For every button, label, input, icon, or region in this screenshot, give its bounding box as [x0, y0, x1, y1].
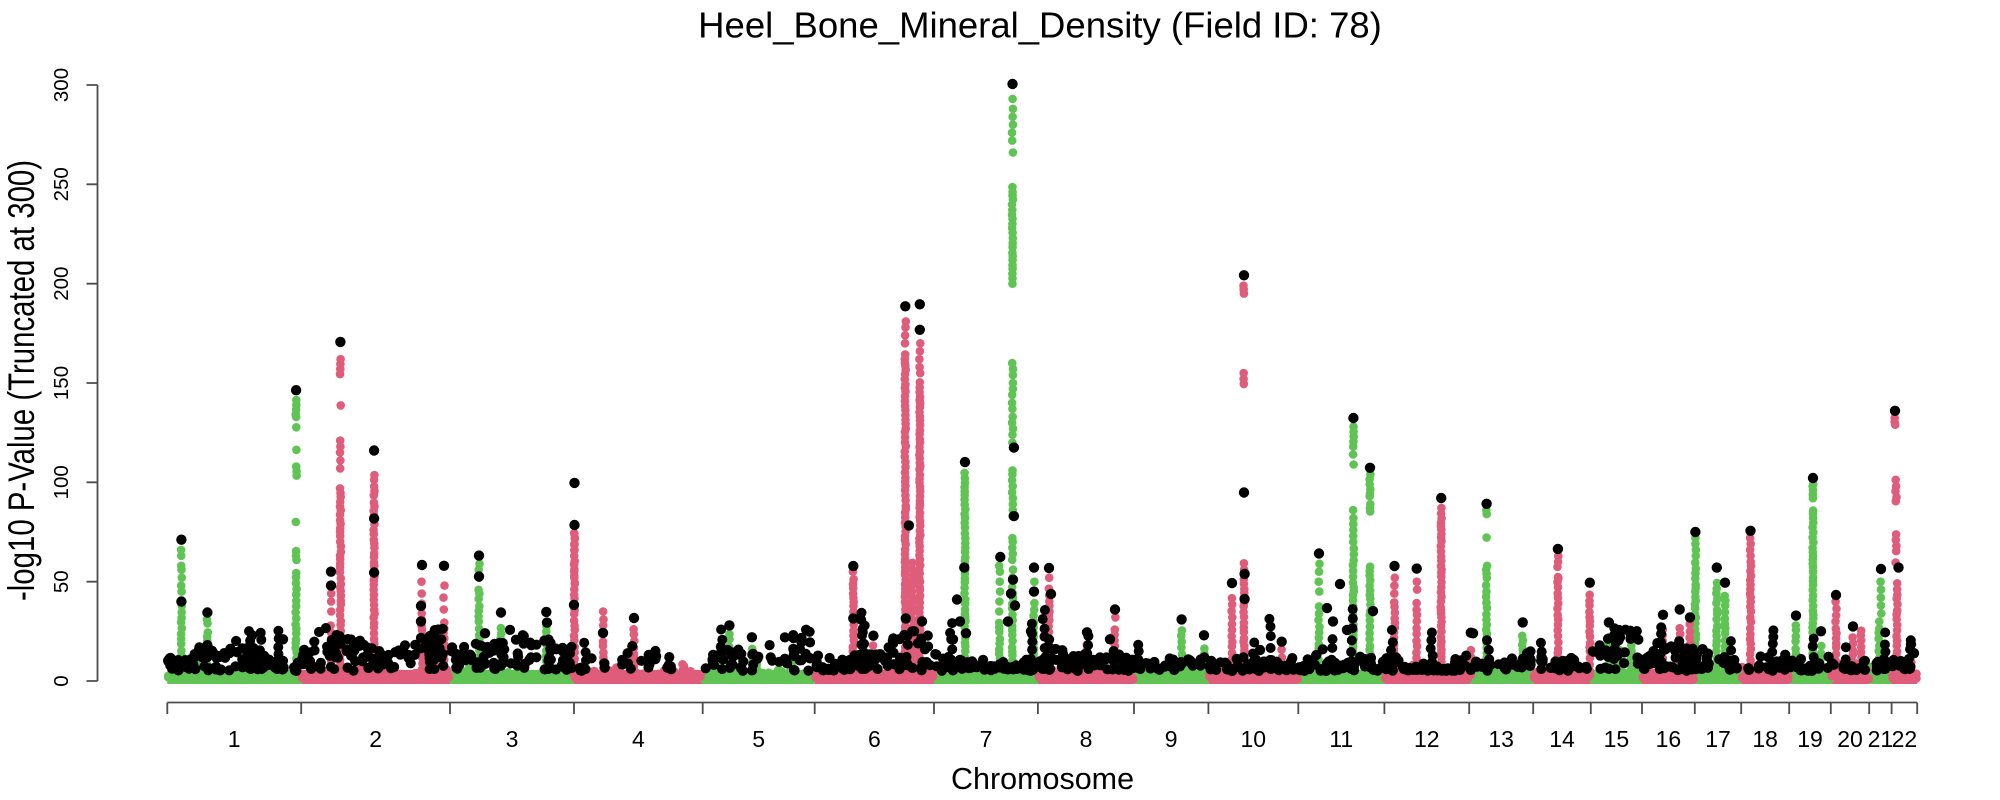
svg-text:20: 20: [1837, 726, 1863, 752]
svg-text:0: 0: [50, 675, 73, 686]
svg-text:150: 150: [50, 366, 73, 400]
svg-text:-log10 P-Value (Truncated at 3: -log10 P-Value (Truncated at 300): [2, 160, 43, 601]
svg-text:14: 14: [1549, 726, 1575, 752]
svg-text:21: 21: [1868, 726, 1894, 752]
svg-text:2: 2: [369, 726, 382, 752]
svg-text:300: 300: [50, 68, 73, 102]
svg-text:19: 19: [1797, 726, 1823, 752]
svg-text:1: 1: [228, 726, 241, 752]
svg-text:12: 12: [1414, 726, 1440, 752]
svg-text:Chromosome: Chromosome: [951, 762, 1134, 796]
svg-text:22: 22: [1892, 726, 1918, 752]
svg-text:250: 250: [50, 167, 73, 201]
svg-text:Heel_Bone_Mineral_Density (Fie: Heel_Bone_Mineral_Density (Field ID: 78): [698, 5, 1382, 46]
svg-text:100: 100: [50, 465, 73, 499]
svg-text:11: 11: [1329, 726, 1353, 752]
svg-text:4: 4: [632, 726, 645, 752]
svg-text:17: 17: [1705, 726, 1731, 752]
svg-text:7: 7: [980, 726, 993, 752]
svg-text:50: 50: [50, 570, 73, 593]
svg-text:10: 10: [1241, 726, 1267, 752]
svg-text:200: 200: [50, 267, 73, 301]
svg-text:8: 8: [1080, 726, 1093, 752]
svg-text:3: 3: [506, 726, 519, 752]
svg-text:5: 5: [752, 726, 765, 752]
svg-text:13: 13: [1488, 726, 1514, 752]
svg-text:18: 18: [1752, 726, 1778, 752]
svg-text:15: 15: [1604, 726, 1630, 752]
svg-text:6: 6: [868, 726, 881, 752]
svg-text:16: 16: [1656, 726, 1682, 752]
svg-text:9: 9: [1165, 726, 1178, 752]
